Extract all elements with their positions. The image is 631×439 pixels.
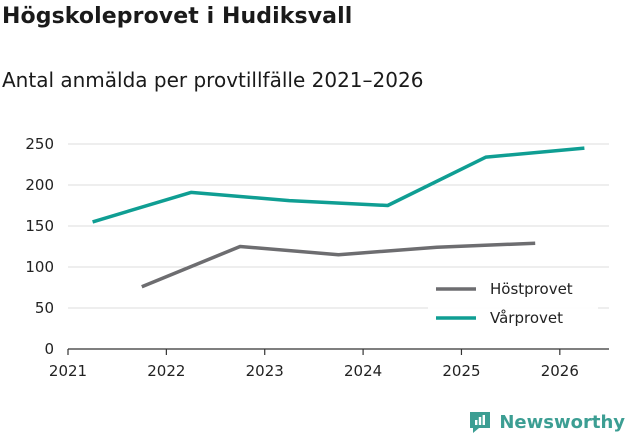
series-line-varprovet	[92, 146, 585, 224]
x-tick-label: 2021	[49, 362, 87, 380]
x-axis: 2021 2022 2023 2024 2025 2026	[49, 348, 609, 380]
y-tick-label: 200	[25, 176, 54, 194]
legend-label: Vårprovet	[490, 309, 563, 327]
x-tick-label: 2024	[344, 362, 382, 380]
series-line-hostprovet	[141, 241, 536, 289]
y-tick-label: 250	[25, 135, 54, 153]
y-tick-label: 150	[25, 217, 54, 235]
x-tick-label: 2023	[246, 362, 284, 380]
legend: Höstprovet Vårprovet	[428, 268, 598, 334]
y-axis-labels: 0 50 100 150 200 250	[25, 135, 54, 358]
y-tick-label: 0	[44, 340, 54, 358]
y-tick-label: 50	[35, 299, 54, 317]
newsworthy-logo: Newsworthy	[467, 409, 625, 435]
grid-lines	[68, 143, 609, 309]
y-tick-label: 100	[25, 258, 54, 276]
newsworthy-logo-icon	[470, 412, 491, 433]
chart-subtitle: Antal anmälda per provtillfälle 2021–202…	[2, 68, 424, 92]
series-lines	[92, 146, 585, 289]
x-tick-label: 2022	[147, 362, 185, 380]
x-tick-label: 2026	[541, 362, 579, 380]
legend-background	[428, 268, 598, 334]
brand-name: Newsworthy	[499, 411, 625, 433]
legend-label: Höstprovet	[490, 280, 573, 298]
x-tick-label: 2025	[442, 362, 480, 380]
chart-title: Högskoleprovet i Hudiksvall	[2, 4, 353, 29]
